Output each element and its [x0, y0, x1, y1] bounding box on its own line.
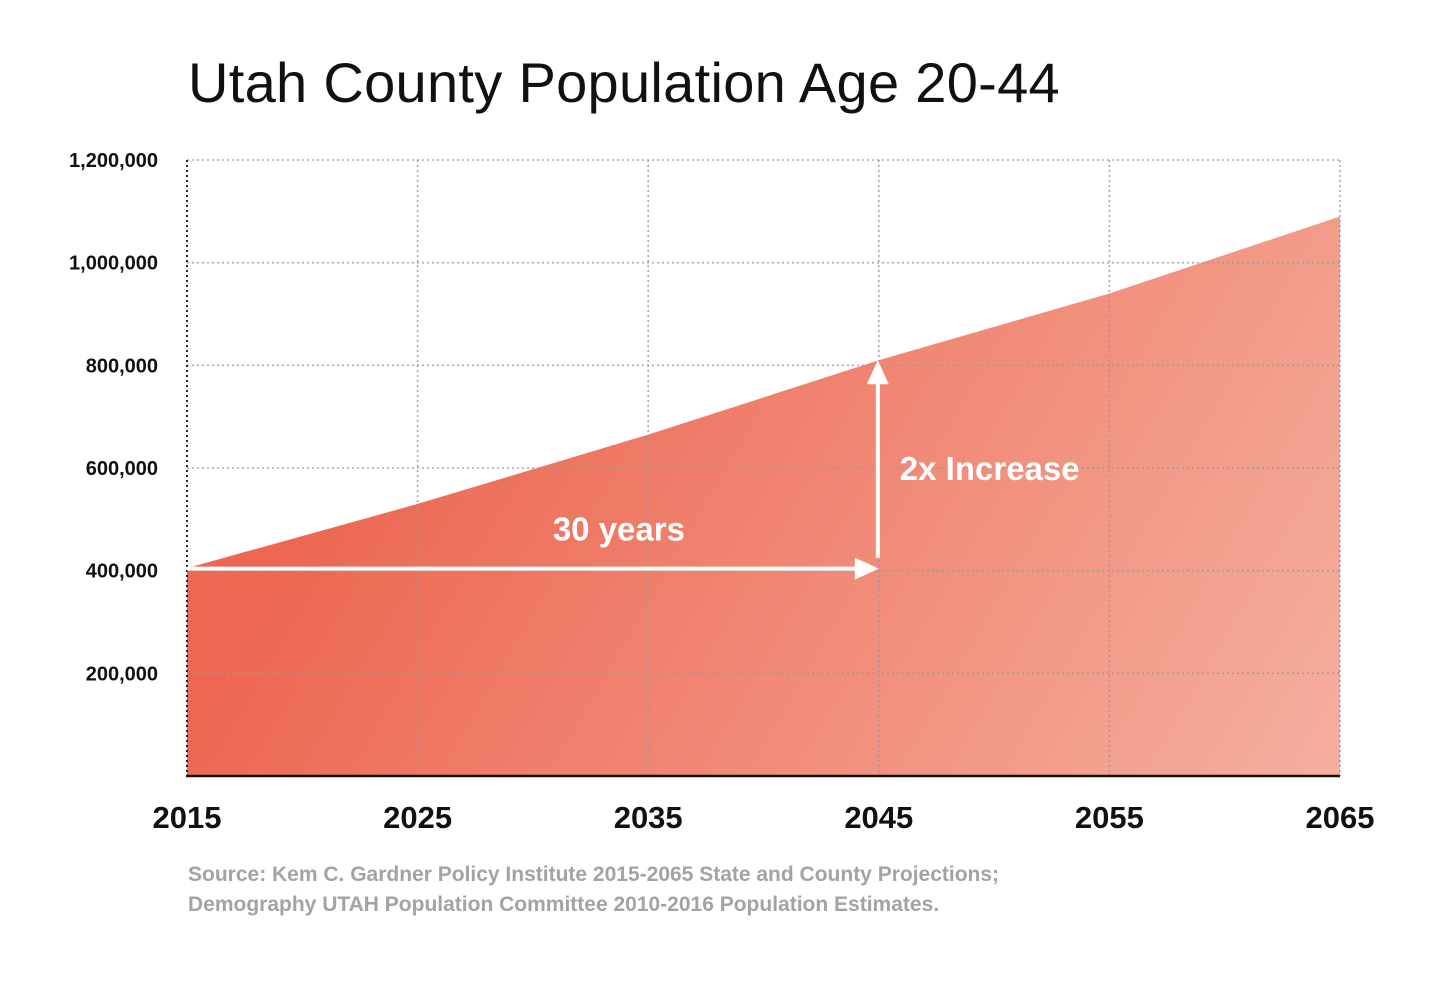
- source-line-2: Demography UTAH Population Committee 201…: [188, 893, 940, 916]
- x-tick-label: 2045: [844, 800, 913, 835]
- x-tick-label: 2055: [1075, 800, 1144, 835]
- x-tick-label: 2035: [614, 800, 683, 835]
- y-axis-tick-labels: 200,000 400,000 600,000 800,000 1,000,000 1,2…: [69, 150, 158, 685]
- source-note: Source: Kem C. Gardner Policy Institute …: [188, 860, 999, 920]
- y-tick-label: 200,000: [86, 663, 158, 685]
- x-axis-tick-labels: 2015 2025 2035 2045 2055 2065: [153, 800, 1375, 835]
- y-tick-label: 800,000: [86, 355, 158, 377]
- annotations: 30 years 2x Increase: [187, 360, 1080, 580]
- source-line-1: Source: Kem C. Gardner Policy Institute …: [188, 863, 1000, 886]
- y-tick-label: 400,000: [86, 561, 158, 583]
- y-tick-label: 1,000,000: [69, 253, 158, 275]
- population-area: [187, 216, 1340, 776]
- horizontal-arrow-head: [854, 557, 879, 580]
- x-tick-label: 2065: [1306, 800, 1375, 835]
- thirty-years-label: 30 years: [553, 511, 685, 548]
- axes: [186, 160, 1340, 778]
- x-tick-label: 2015: [153, 800, 222, 835]
- chart-title: Utah County Population Age 20-44: [188, 51, 1060, 114]
- y-tick-label: 600,000: [86, 458, 158, 480]
- vertical-arrow-head: [866, 360, 889, 385]
- y-tick-label: 1,200,000: [69, 150, 158, 172]
- x-tick-label: 2025: [383, 800, 452, 835]
- two-x-increase-label: 2x Increase: [900, 450, 1080, 487]
